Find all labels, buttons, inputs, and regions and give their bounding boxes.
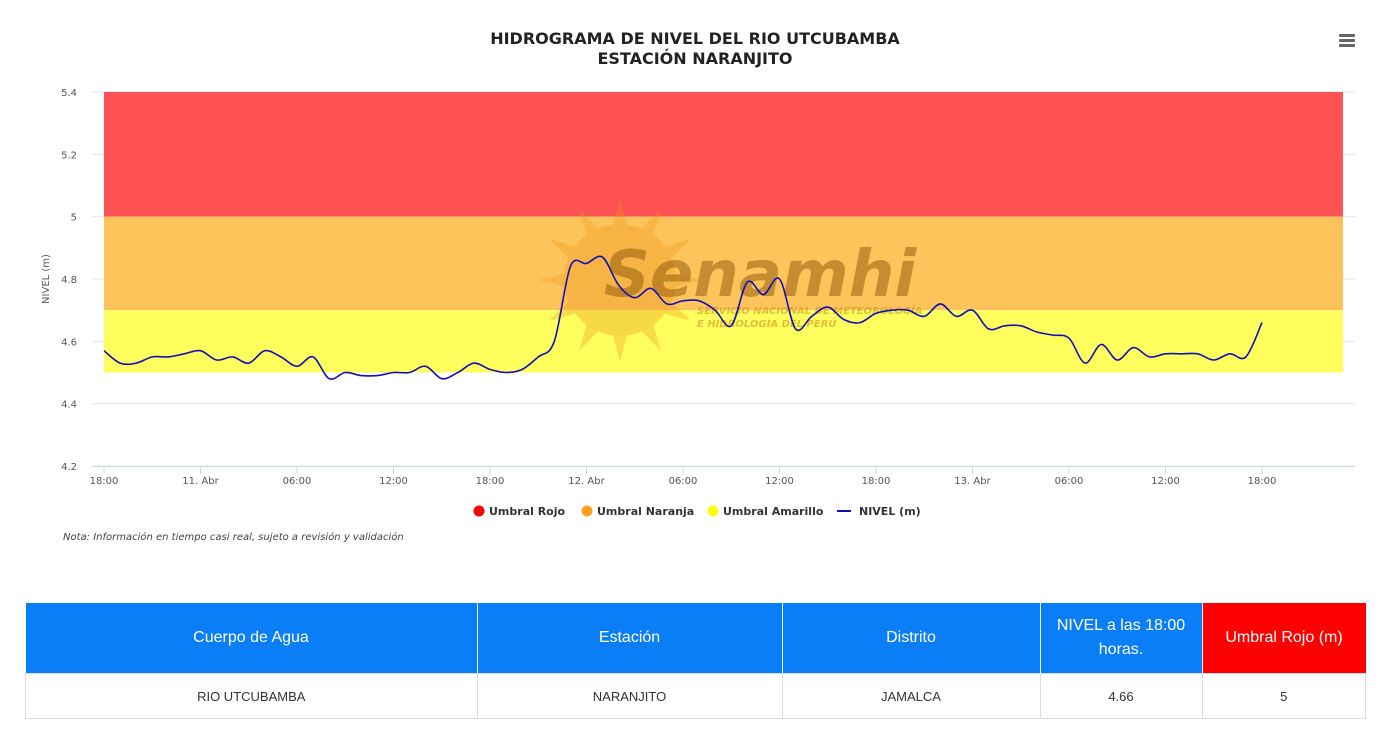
x-tick-label: 06:00 <box>283 476 312 487</box>
x-tick-label: 12:00 <box>379 476 408 487</box>
watermark-ray <box>613 335 627 362</box>
watermark-ray <box>548 301 576 321</box>
chart-subtitle: ESTACIÓN NARANJITO <box>597 49 792 68</box>
header-umbral-rojo: Umbral Rojo (m) <box>1202 603 1366 674</box>
y-tick-label: 4.2 <box>61 462 77 473</box>
y-tick-label: 5.4 <box>61 88 77 99</box>
watermark-ray <box>664 301 692 321</box>
watermark-sun-icon <box>564 224 676 336</box>
watermark-brand: Senamhi <box>604 238 918 312</box>
watermark-ray <box>579 208 599 236</box>
y-axis-label: NIVEL (m) <box>41 254 52 304</box>
x-tick-label: 06:00 <box>669 476 698 487</box>
watermark-tagline-2: E HIDROLOGÍA DEL PERÚ <box>697 317 837 330</box>
hydrograph-chart: HIDROGRAMA DE NIVEL DEL RIO UTCUBAMBA EST… <box>41 29 1355 543</box>
watermark-ray <box>641 208 661 236</box>
watermark-ray <box>548 239 576 259</box>
legend-symbol-umbral-naranja <box>581 505 593 517</box>
x-tick-label: 18:00 <box>862 476 891 487</box>
x-tick-label: 18:00 <box>90 476 119 487</box>
watermark-ray <box>675 273 702 287</box>
header-distrito: Distrito <box>782 603 1041 674</box>
chart-note: Nota: Información en tiempo casi real, s… <box>63 532 404 543</box>
watermark-ray <box>538 273 565 287</box>
y-tick-label: 5.2 <box>61 150 77 161</box>
table-header-row: Cuerpo de Agua Estación Distrito NIVEL a… <box>25 603 1366 674</box>
x-tick-label: 12. Abr <box>568 476 605 487</box>
series-line-nivel <box>103 255 1263 380</box>
y-tick-label: 4.6 <box>61 337 77 348</box>
y-tick-label: 4.4 <box>61 400 77 411</box>
header-cuerpo-de-agua: Cuerpo de Agua <box>25 603 478 674</box>
table-row: RIO UTCUBAMBA NARANJITO JAMALCA 4.66 5 <box>25 673 1366 719</box>
x-tick-label: 12:00 <box>765 476 794 487</box>
band-umbral-naranja <box>104 216 1343 311</box>
cell-umbral-rojo: 5 <box>1201 673 1366 719</box>
hamburger-menu-icon[interactable] <box>1339 34 1355 48</box>
x-tick-label: 11. Abr <box>182 476 219 487</box>
legend-symbol-umbral-amarillo <box>707 505 719 517</box>
x-tick-label: 06:00 <box>1055 476 1084 487</box>
legend-item-umbral-rojo[interactable]: Umbral Rojo <box>489 505 566 518</box>
legend-symbol-umbral-rojo <box>473 505 485 517</box>
chart-title: HIDROGRAMA DE NIVEL DEL RIO UTCUBAMBA <box>490 29 900 48</box>
cell-distrito: JAMALCA <box>781 673 1041 719</box>
cell-cuerpo-de-agua: RIO UTCUBAMBA <box>25 673 478 719</box>
header-nivel: NIVEL a las 18:00 horas. <box>1040 603 1203 674</box>
cell-nivel: 4.66 <box>1039 673 1203 719</box>
watermark-ray <box>641 324 661 352</box>
x-tick-label: 13. Abr <box>954 476 991 487</box>
watermark-tagline-1: SERVICIO NACIONAL DE METEOROLOGÍA <box>697 304 923 317</box>
watermark-ray <box>664 239 692 259</box>
y-tick-label: 5 <box>71 213 77 224</box>
cell-estacion: NARANJITO <box>476 673 783 719</box>
station-info-table: Cuerpo de Agua Estación Distrito NIVEL a… <box>25 603 1366 719</box>
legend-item-umbral-naranja[interactable]: Umbral Naranja <box>597 505 694 518</box>
legend-item-umbral-amarillo[interactable]: Umbral Amarillo <box>723 505 824 518</box>
watermark-ray <box>613 198 627 225</box>
header-estacion: Estación <box>477 603 783 674</box>
x-tick-label: 18:00 <box>476 476 505 487</box>
x-tick-label: 18:00 <box>1248 476 1277 487</box>
band-umbral-rojo <box>104 92 1343 217</box>
watermark-ray <box>579 324 599 352</box>
x-tick-label: 12:00 <box>1151 476 1180 487</box>
legend-item-nivel-m[interactable]: NIVEL (m) <box>859 505 921 518</box>
chart-svg: HIDROGRAMA DE NIVEL DEL RIO UTCUBAMBAEST… <box>41 29 1355 518</box>
y-tick-label: 4.8 <box>61 275 77 286</box>
